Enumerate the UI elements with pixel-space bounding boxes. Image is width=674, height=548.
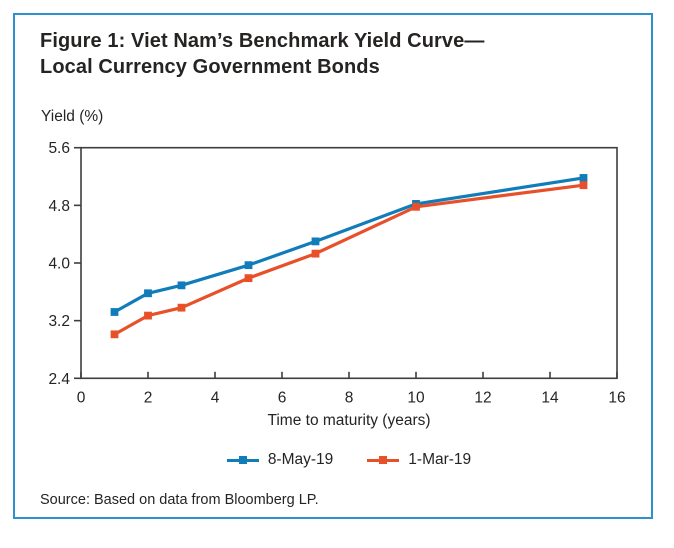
figure-title: Figure 1: Viet Nam’s Benchmark Yield Cur… bbox=[40, 28, 620, 80]
legend-item-series-0: 8-May-19 bbox=[226, 451, 334, 469]
axis-ticks bbox=[74, 146, 618, 380]
x-tick-label: 2 bbox=[144, 389, 153, 406]
x-tick-label: 14 bbox=[541, 389, 559, 406]
legend-line-marker-icon bbox=[226, 456, 259, 464]
data-point-marker bbox=[244, 274, 253, 283]
legend-line-marker-icon bbox=[367, 456, 400, 464]
y-tick-label: 4.8 bbox=[48, 198, 70, 215]
data-point-marker bbox=[110, 330, 119, 339]
series-line bbox=[113, 183, 584, 336]
data-point-marker bbox=[311, 237, 320, 246]
series-1-Mar-19 bbox=[110, 181, 588, 339]
x-tick-label: 16 bbox=[608, 389, 625, 406]
data-point-marker bbox=[412, 202, 420, 211]
figure-title-line1: Figure 1: Viet Nam’s Benchmark Yield Cur… bbox=[40, 30, 485, 52]
y-tick-label: 4.0 bbox=[48, 256, 70, 273]
x-tick-label: 8 bbox=[345, 389, 354, 406]
data-series bbox=[110, 174, 588, 339]
data-point-marker bbox=[244, 261, 253, 270]
y-tick-label: 3.2 bbox=[48, 313, 70, 330]
data-point-marker bbox=[579, 181, 588, 190]
y-axis-title: Yield (%) bbox=[41, 108, 104, 125]
axis-tick-labels: 2.4 3.2 4.0 4.8 5.6 0 2 4 6 8 10 12 14 16 bbox=[48, 140, 625, 406]
y-tick-label: 2.4 bbox=[48, 371, 70, 388]
plot-frame bbox=[80, 146, 618, 380]
data-point-marker bbox=[177, 281, 186, 290]
y-tick-label: 5.6 bbox=[48, 140, 70, 157]
x-tick-label: 12 bbox=[474, 389, 491, 406]
x-tick-label: 0 bbox=[77, 389, 86, 406]
plot-border bbox=[80, 146, 618, 380]
data-point-marker bbox=[579, 174, 588, 182]
data-point-marker bbox=[177, 303, 186, 312]
data-point-marker bbox=[144, 289, 152, 298]
data-point-marker bbox=[311, 249, 320, 258]
source-note: Source: Based on data from Bloomberg LP. bbox=[40, 492, 319, 508]
series-line bbox=[113, 176, 584, 314]
legend-label-series-1: 1-Mar-19 bbox=[408, 451, 472, 468]
data-point-marker bbox=[110, 308, 119, 316]
data-point-marker bbox=[144, 311, 152, 320]
legend: 8-May-19 1-Mar-19 bbox=[81, 451, 617, 469]
legend-item-series-1: 1-Mar-19 bbox=[367, 451, 471, 469]
figure-title-line2: Local Currency Government Bonds bbox=[40, 56, 380, 78]
x-tick-label: 10 bbox=[407, 389, 425, 406]
figure-border-box bbox=[13, 13, 653, 519]
x-axis-title: Time to maturity (years) bbox=[267, 412, 431, 429]
x-tick-label: 4 bbox=[211, 389, 220, 406]
x-tick-label: 6 bbox=[278, 389, 287, 406]
legend-label-series-0: 8-May-19 bbox=[267, 451, 334, 468]
